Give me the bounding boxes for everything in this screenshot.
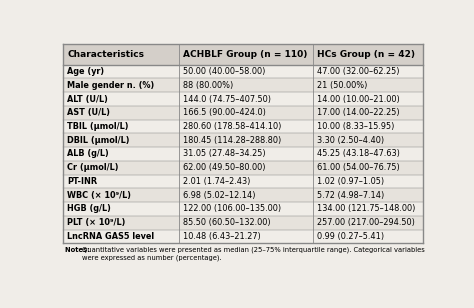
Text: 50.00 (40.00–58.00): 50.00 (40.00–58.00) — [183, 67, 265, 76]
Text: Cr (μmol/L): Cr (μmol/L) — [67, 163, 119, 172]
Bar — [63, 106, 423, 120]
Text: ACHBLF Group (n = 110): ACHBLF Group (n = 110) — [183, 50, 308, 59]
Text: ALB (g/L): ALB (g/L) — [67, 149, 109, 159]
Text: 17.00 (14.00–22.25): 17.00 (14.00–22.25) — [317, 108, 400, 117]
Text: LncRNA GAS5 level: LncRNA GAS5 level — [67, 232, 155, 241]
Text: 47.00 (32.00–62.25): 47.00 (32.00–62.25) — [317, 67, 400, 76]
Text: HCs Group (n = 42): HCs Group (n = 42) — [317, 50, 415, 59]
Text: TBIL (μmol/L): TBIL (μmol/L) — [67, 122, 129, 131]
Text: 62.00 (49.50–80.00): 62.00 (49.50–80.00) — [183, 163, 265, 172]
Text: 144.0 (74.75–407.50): 144.0 (74.75–407.50) — [183, 95, 271, 103]
Text: 0.99 (0.27–5.41): 0.99 (0.27–5.41) — [317, 232, 384, 241]
Text: 5.72 (4.98–7.14): 5.72 (4.98–7.14) — [317, 191, 384, 200]
Text: WBC (× 10⁹/L): WBC (× 10⁹/L) — [67, 191, 131, 200]
Text: 257.00 (217.00–294.50): 257.00 (217.00–294.50) — [317, 218, 415, 227]
Text: 31.05 (27.48–34.25): 31.05 (27.48–34.25) — [183, 149, 265, 159]
Text: Characteristics: Characteristics — [67, 50, 144, 59]
Bar — [63, 175, 423, 188]
Text: 280.60 (178.58–414.10): 280.60 (178.58–414.10) — [183, 122, 282, 131]
Text: 122.00 (106.00–135.00): 122.00 (106.00–135.00) — [183, 205, 281, 213]
Text: 166.5 (90.00–424.0): 166.5 (90.00–424.0) — [183, 108, 266, 117]
Bar — [63, 147, 423, 161]
Bar — [63, 44, 423, 65]
Text: Male gender n. (%): Male gender n. (%) — [67, 81, 155, 90]
Text: 88 (80.00%): 88 (80.00%) — [183, 81, 233, 90]
Text: 180.45 (114.28–288.80): 180.45 (114.28–288.80) — [183, 136, 281, 145]
Text: AST (U/L): AST (U/L) — [67, 108, 110, 117]
Text: 134.00 (121.75–148.00): 134.00 (121.75–148.00) — [317, 205, 416, 213]
Bar — [63, 229, 423, 243]
Text: HGB (g/L): HGB (g/L) — [67, 205, 111, 213]
Bar — [63, 120, 423, 133]
Text: 6.98 (5.02–12.14): 6.98 (5.02–12.14) — [183, 191, 255, 200]
Text: Age (yr): Age (yr) — [67, 67, 104, 76]
Text: 21 (50.00%): 21 (50.00%) — [317, 81, 367, 90]
Text: PLT (× 10⁹/L): PLT (× 10⁹/L) — [67, 218, 126, 227]
Text: 1.02 (0.97–1.05): 1.02 (0.97–1.05) — [317, 177, 384, 186]
Text: 45.25 (43.18–47.63): 45.25 (43.18–47.63) — [317, 149, 400, 159]
Text: 14.00 (10.00–21.00): 14.00 (10.00–21.00) — [317, 95, 400, 103]
Text: ALT (U/L): ALT (U/L) — [67, 95, 108, 103]
Text: 10.48 (6.43–21.27): 10.48 (6.43–21.27) — [183, 232, 261, 241]
Bar — [63, 188, 423, 202]
Text: 3.30 (2.50–4.40): 3.30 (2.50–4.40) — [317, 136, 384, 145]
Text: Notes:: Notes: — [65, 247, 92, 253]
Text: Quantitative variables were presented as median (25–75% interquartile range). Ca: Quantitative variables were presented as… — [82, 247, 424, 261]
Bar — [63, 79, 423, 92]
Bar — [63, 92, 423, 106]
Text: DBIL (μmol/L): DBIL (μmol/L) — [67, 136, 130, 145]
Text: 10.00 (8.33–15.95): 10.00 (8.33–15.95) — [317, 122, 394, 131]
Bar — [63, 65, 423, 79]
Bar — [63, 161, 423, 175]
Text: 61.00 (54.00–76.75): 61.00 (54.00–76.75) — [317, 163, 400, 172]
Text: 85.50 (60.50–132.00): 85.50 (60.50–132.00) — [183, 218, 271, 227]
Bar — [63, 202, 423, 216]
Text: PT-INR: PT-INR — [67, 177, 98, 186]
Text: 2.01 (1.74–2.43): 2.01 (1.74–2.43) — [183, 177, 250, 186]
Bar — [63, 216, 423, 229]
Bar — [63, 133, 423, 147]
